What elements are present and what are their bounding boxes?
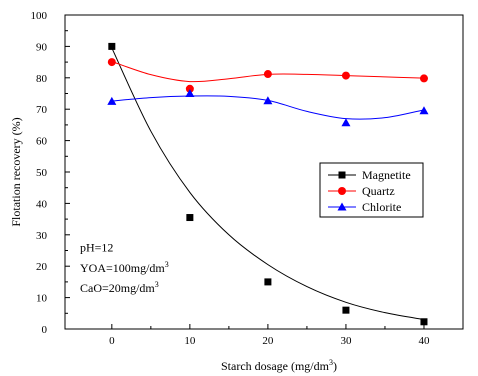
y-tick-label: 50: [36, 167, 48, 179]
chlorite-point: [185, 89, 195, 97]
x-tick-label: 20: [262, 335, 274, 347]
legend-marker: [337, 202, 347, 211]
quartz-point: [185, 84, 194, 93]
y-axis-title: Flotation recovery (%): [9, 117, 23, 226]
y-tick-label: 10: [36, 293, 48, 305]
magnetite-point: [342, 306, 350, 314]
y-tick-label: 20: [36, 261, 48, 273]
chlorite-point: [107, 96, 117, 105]
quartz-point: [341, 71, 350, 80]
legend-label-magnetite: Magnetite: [362, 168, 411, 182]
data-points: [107, 42, 429, 326]
magnetite-point: [186, 214, 194, 222]
y-axis-ticks: 0 10 20 30 40 50 60 70 80 90 100: [31, 10, 70, 336]
chlorite-point: [341, 118, 351, 127]
legend-items: Magnetite Quartz Chlorite: [328, 168, 411, 214]
y-tick-label: 90: [36, 41, 48, 53]
magnetite-point: [264, 278, 272, 286]
condition-annotation: CaO=20mg/dm3: [80, 280, 159, 295]
magnetite-point: [108, 42, 116, 50]
y-tick-label: 30: [36, 230, 48, 242]
legend-box: [319, 162, 424, 218]
magnetite-point: [420, 318, 428, 326]
y-tick-label: 40: [36, 198, 48, 210]
legend-marker: [338, 171, 346, 179]
y-tick-label: 60: [36, 136, 48, 148]
chlorite-point: [263, 96, 273, 105]
x-tick-label: 30: [340, 335, 352, 347]
y-tick-label: 80: [36, 73, 48, 85]
x-tick-label: 40: [418, 335, 430, 347]
condition-annotations: pH=12 YOA=100mg/dm3 CaO=20mg/dm3: [80, 240, 169, 295]
legend-label-quartz: Quartz: [362, 184, 395, 198]
legend-marker: [338, 187, 346, 195]
legend: Magnetite Quartz Chlorite: [319, 162, 424, 218]
condition-annotation: pH=12: [80, 240, 113, 254]
quartz-point: [107, 58, 116, 67]
x-tick-label: 0: [109, 335, 115, 347]
condition-annotation: YOA=100mg/dm3: [80, 260, 169, 275]
x-axis-title: Starch dosage (mg/dm3): [221, 358, 337, 373]
chlorite-point: [419, 106, 429, 115]
magnetite-fit-line: [111, 47, 425, 321]
quartz-point: [263, 70, 272, 79]
y-tick-label: 70: [36, 104, 48, 116]
x-tick-label: 10: [184, 335, 196, 347]
y-tick-label: 0: [42, 324, 48, 336]
y-tick-label: 100: [31, 10, 48, 22]
x-axis-ticks: 0 10 20 30 40: [109, 324, 430, 347]
quartz-point: [419, 74, 428, 83]
legend-label-chlorite: Chlorite: [362, 200, 401, 214]
